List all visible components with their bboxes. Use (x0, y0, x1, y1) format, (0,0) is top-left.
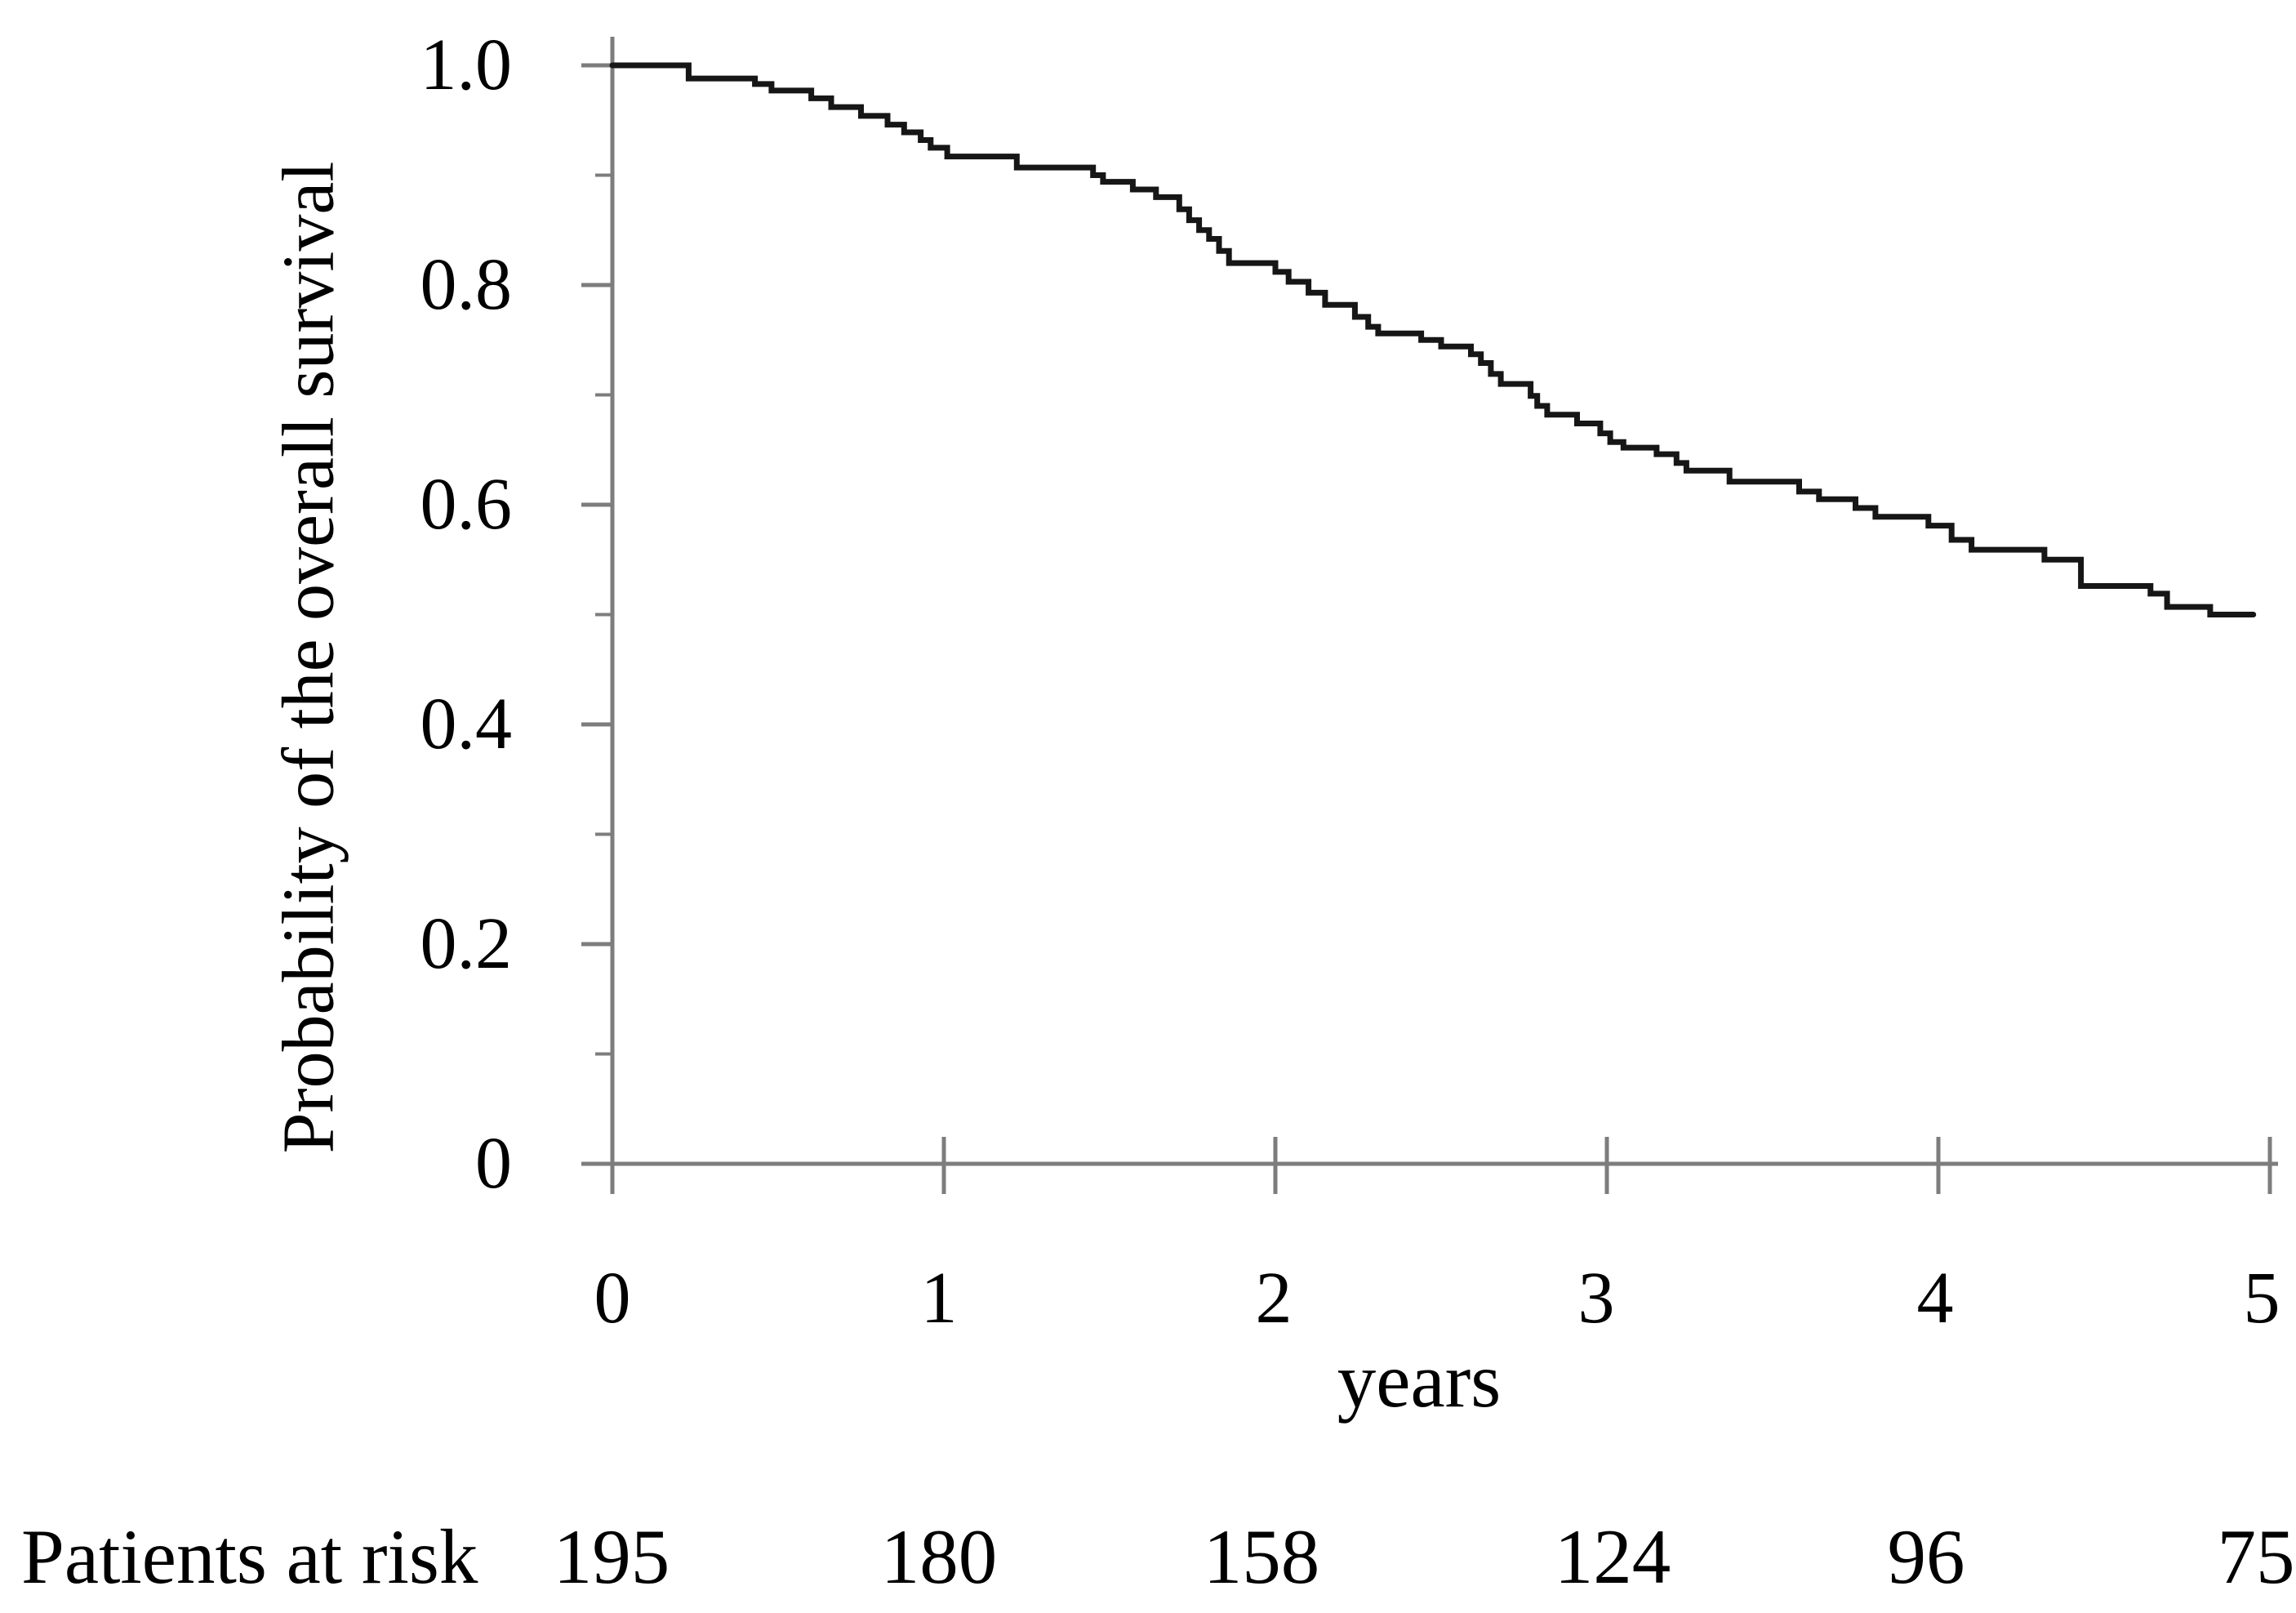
risk-count-year2: 158 (1203, 1513, 1320, 1600)
y-tick-label-0: 0 (475, 1123, 512, 1204)
x-tick-label-4: 4 (1916, 1258, 1954, 1339)
y-tick-label-0.2: 0.2 (420, 903, 513, 984)
patients-at-risk-label: Patients at risk (21, 1513, 478, 1600)
risk-count-year0: 195 (553, 1513, 670, 1600)
y-tick-label-0.4: 0.4 (420, 684, 513, 764)
risk-count-year4: 96 (1887, 1513, 1965, 1600)
y-tick-label-0.6: 0.6 (420, 464, 513, 545)
x-tick-label-3: 3 (1577, 1258, 1615, 1339)
y-axis-title-text: Probability of the overall survival (268, 161, 349, 1154)
risk-count-year1: 180 (880, 1513, 998, 1600)
x-tick-label-0: 0 (594, 1258, 631, 1339)
x-axis-title: years (1337, 1337, 1502, 1424)
risk-count-year3: 124 (1554, 1513, 1671, 1600)
survival-curve (609, 62, 2257, 617)
x-tick-label-2: 2 (1255, 1258, 1293, 1339)
y-tick-label-0.8: 0.8 (420, 244, 513, 325)
x-tick-label-5: 5 (2243, 1258, 2280, 1339)
x-tick-label-1: 1 (920, 1258, 958, 1339)
y-tick-label-1.0: 1.0 (420, 25, 513, 105)
risk-count-year5: 75 (2217, 1513, 2295, 1600)
